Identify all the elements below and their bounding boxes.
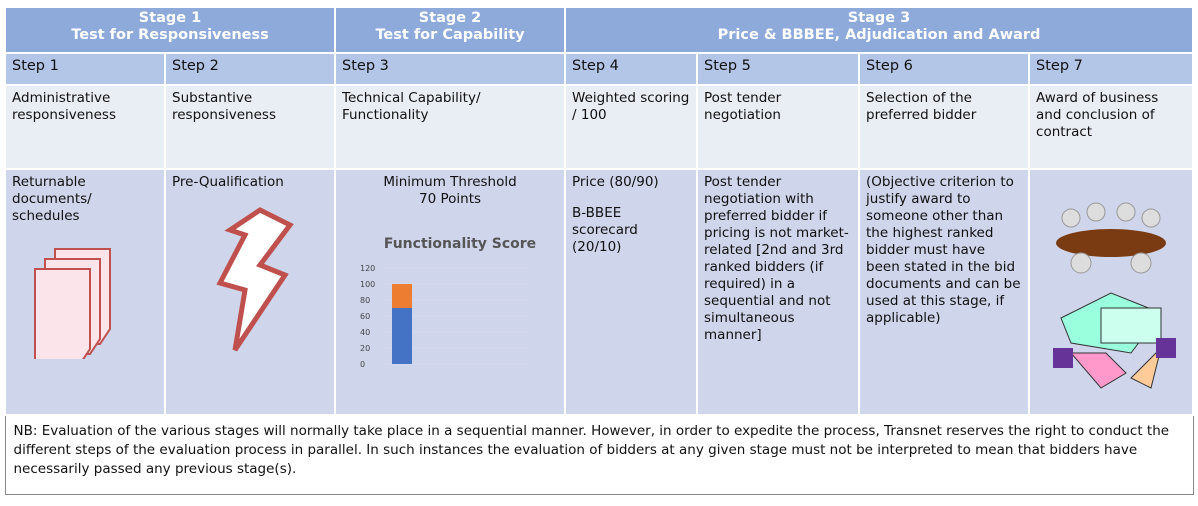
evaluation-table: Stage 1 Test for Responsiveness Stage 2 Te… — [3, 6, 1195, 495]
y-tick-label: 120 — [360, 264, 375, 273]
step-label: Step 3 — [334, 52, 567, 86]
stage-subtitle: Test for Capability — [375, 27, 525, 43]
step-label: Step 2 — [163, 52, 337, 86]
stage-row: Stage 1 Test for Responsiveness Stage 2 Te… — [3, 6, 1195, 54]
step-description: Technical Capability/ Functionality — [334, 84, 567, 170]
stage-label: Stage 3 — [847, 10, 911, 26]
step-label: Step 7 — [1028, 52, 1195, 86]
detail-paragraph: Pre-Qualification — [172, 174, 284, 190]
stage-cell: Stage 1 Test for Responsiveness — [3, 6, 337, 54]
y-tick-label: 80 — [360, 296, 370, 305]
step-label: Step 1 — [4, 52, 166, 86]
threshold-text: Minimum Threshold 70 Points — [342, 174, 558, 208]
step-description: Post tender negotiation — [696, 84, 861, 170]
step-detail: Post tender negotiation with preferred b… — [696, 168, 861, 416]
stage-cell: Stage 2 Test for Capability — [334, 6, 567, 54]
note-row: NB: Evaluation of the various stages wil… — [4, 414, 1194, 495]
step-description: Substantive responsiveness — [163, 84, 337, 170]
step-row: Step 1 Step 2 Step 3 Step 4 Step 5 Step 6 Step… — [4, 52, 1195, 86]
documents-icon — [34, 248, 111, 359]
step-detail: Minimum Threshold 70 Points Functionality … — [334, 168, 567, 416]
y-tick-label: 60 — [360, 312, 370, 321]
detail-paragraph: B-BBEE scorecard (20/10) — [572, 205, 638, 255]
step-detail: (Objective criterion to justify award to… — [858, 168, 1031, 416]
stage-cell: Stage 3 Price & BBBEE, Adjudication and A… — [564, 6, 1195, 54]
step-description: Award of business and conclusion of cont… — [1028, 84, 1195, 170]
stage-label: Stage 2 — [418, 10, 482, 26]
step-detail — [1028, 168, 1195, 416]
threshold-line: Minimum Threshold — [383, 174, 517, 190]
detail-paragraph: Post tender negotiation with preferred b… — [704, 174, 849, 343]
description-row: Administrative responsiveness Substantive… — [4, 84, 1195, 170]
y-tick-label: 100 — [360, 280, 375, 289]
step-label: Step 4 — [564, 52, 699, 86]
lightning-icon — [216, 207, 294, 352]
y-tick-label: 40 — [360, 328, 370, 337]
step-description: Weighted scoring / 100 — [564, 84, 699, 170]
stage-subtitle: Price & BBBEE, Adjudication and Award — [717, 27, 1041, 43]
y-tick-label: 20 — [360, 344, 370, 353]
mini-chart: Functionality Score 0 20 40 60 80 100 120 — [360, 236, 536, 369]
step-detail: Returnable documents/ schedules — [4, 168, 166, 416]
bar-segment — [392, 308, 413, 364]
y-tick-label: 0 — [360, 360, 365, 369]
stage-subtitle: Test for Responsiveness — [71, 27, 269, 43]
detail-row: Returnable documents/ schedules Pre-Quali… — [4, 168, 1195, 416]
step-description: Administrative responsiveness — [4, 84, 166, 170]
step-description: Selection of the preferred bidder — [858, 84, 1031, 170]
detail-paragraph: Returnable documents/ schedules — [12, 174, 92, 224]
threshold-line: 70 Points — [419, 191, 482, 207]
mini-chart-title: Functionality Score — [384, 236, 536, 252]
step-detail: Price (80/90) B-BBEE scorecard (20/10) — [564, 168, 699, 416]
step-detail: Pre-Qualification — [163, 168, 337, 416]
award-icons — [1053, 202, 1177, 389]
note: NB: Evaluation of the various stages wil… — [4, 414, 1194, 495]
bar-segment — [392, 284, 413, 308]
stage-label: Stage 1 — [138, 10, 202, 26]
step-label: Step 5 — [696, 52, 861, 86]
detail-paragraph: (Objective criterion to justify award to… — [866, 174, 1021, 326]
step-label: Step 6 — [858, 52, 1031, 86]
detail-paragraph: Price (80/90) — [572, 174, 659, 190]
